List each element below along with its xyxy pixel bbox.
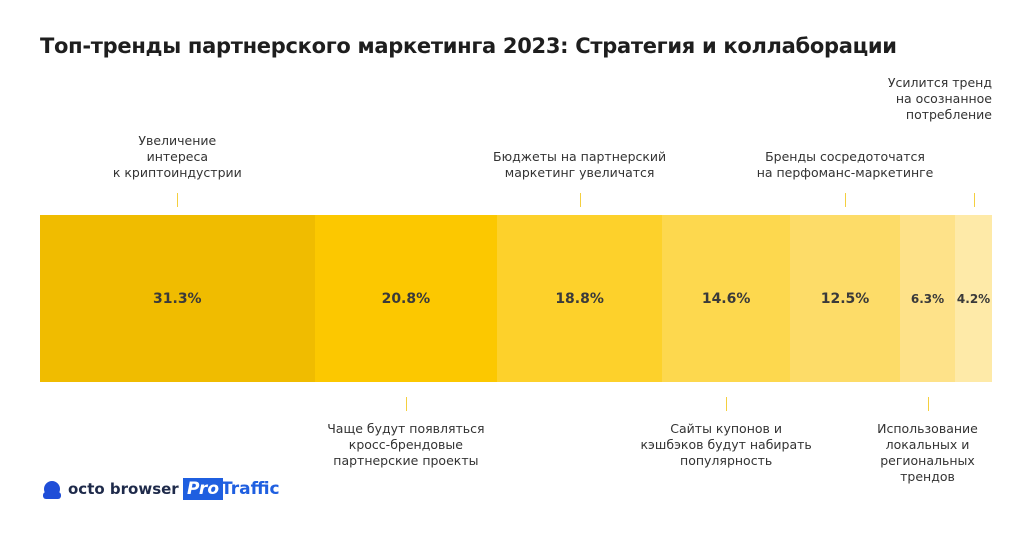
category-label: Чаще будут появляться кросс-брендовые па… bbox=[327, 421, 485, 468]
bar-segment: 12.5% bbox=[790, 215, 900, 382]
category-label: Усилится тренд на осознанное потребление bbox=[887, 75, 992, 122]
leader-line bbox=[927, 397, 929, 411]
value-label: 31.3% bbox=[153, 290, 202, 307]
category-label: Бренды сосредоточатся на перфоманс-марке… bbox=[756, 149, 934, 180]
leader-line bbox=[579, 193, 581, 207]
leader-line bbox=[845, 193, 847, 207]
value-label: 12.5% bbox=[820, 290, 870, 307]
bar-segment: 20.8% bbox=[314, 215, 498, 382]
chart-title: Топ-тренды партнерского маркетинга 2023:… bbox=[40, 34, 897, 58]
leader-line bbox=[973, 193, 975, 207]
value-label: 18.8% bbox=[555, 290, 604, 307]
value-label: 4.2% bbox=[956, 291, 991, 306]
leader-line bbox=[405, 397, 407, 411]
logo-badge: Pro bbox=[183, 478, 223, 500]
bar-segment: 14.6% bbox=[662, 215, 791, 382]
bar-segment: 6.3% bbox=[899, 215, 956, 382]
logo-text: Traffic bbox=[221, 479, 280, 499]
value-label: 20.8% bbox=[381, 290, 431, 307]
logo-text: octo browser bbox=[68, 480, 179, 498]
category-label: Увеличение интереса к криптоиндустрии bbox=[112, 133, 242, 180]
value-label: 6.3% bbox=[910, 291, 945, 306]
value-label: 14.6% bbox=[701, 290, 751, 307]
octo-icon bbox=[43, 481, 61, 499]
category-label: Использование локальных и региональных т… bbox=[877, 421, 978, 484]
leader-line bbox=[726, 397, 728, 411]
category-label: Бюджеты на партнерский маркетинг увелича… bbox=[493, 149, 667, 180]
bar-segment: 31.3% bbox=[40, 215, 315, 382]
category-label: Сайты купонов и кэшбэков будут набирать … bbox=[640, 421, 812, 468]
leader-line bbox=[177, 193, 179, 207]
bar-segment: 18.8% bbox=[497, 215, 663, 382]
bar-segment: 4.2% bbox=[955, 215, 992, 382]
